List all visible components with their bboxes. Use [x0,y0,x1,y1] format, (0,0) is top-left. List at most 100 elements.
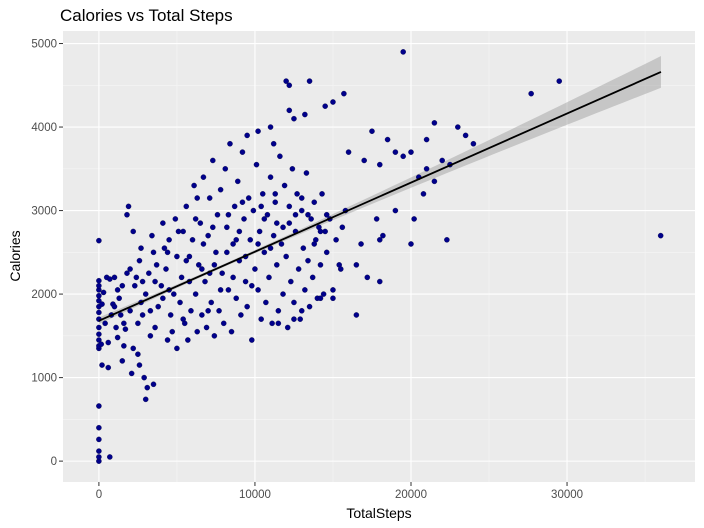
data-point [186,253,193,260]
data-point [183,203,190,210]
data-point [139,312,146,318]
data-point [288,278,294,285]
chart-title: Calories vs Total Steps [60,6,233,25]
data-point [330,99,336,105]
data-point [136,362,143,368]
data-point [214,211,221,218]
data-point [124,211,130,218]
data-point [200,174,207,180]
data-point [302,111,308,118]
data-point [231,203,238,210]
data-point [306,303,313,310]
confidence-band-layer [98,56,661,325]
data-point [377,161,383,168]
data-point [194,195,200,201]
data-point [185,337,191,343]
data-point [270,140,277,147]
x-tick-label: 10000 [239,489,271,501]
data-point [323,249,330,256]
data-point [408,149,414,155]
y-axis-title: Calories [7,230,23,281]
data-point [322,228,328,235]
data-point [353,262,360,268]
data-point [96,309,102,316]
data-point [317,295,324,302]
data-point [188,308,194,314]
data-point [213,249,219,256]
data-point [96,403,102,409]
data-point [149,232,155,239]
data-point [300,245,307,251]
data-point [252,266,258,272]
data-point [160,295,166,302]
data-point [142,291,149,297]
data-point [233,295,239,302]
data-point [152,324,158,331]
data-point [205,308,211,314]
data-point [444,237,450,243]
data-point [320,291,327,297]
data-point [128,370,135,377]
data-point [146,270,152,276]
data-point [180,316,186,322]
data-point [133,274,140,281]
data-point [138,245,144,251]
data-point [462,132,469,139]
data-point [130,228,136,235]
data-point [266,274,272,281]
data-point [105,364,112,371]
data-point [283,78,289,84]
data-point [250,207,257,214]
data-point [160,220,166,226]
data-point [121,320,127,327]
data-point [277,153,283,160]
data-point [255,241,261,247]
data-point [364,274,371,281]
data-point [142,396,149,403]
data-point [322,103,328,109]
data-point [423,136,430,143]
data-point [258,316,264,322]
data-point [210,224,216,231]
x-axis-title: TotalSteps [346,505,411,521]
data-point [96,424,102,431]
data-point [294,191,300,197]
data-point [150,249,157,256]
data-point [380,232,386,239]
y-axis-ticks: 0 1000 2000 3000 4000 5000 [31,39,63,468]
data-point [272,191,278,197]
data-point [275,320,282,327]
data-point [203,324,210,331]
data-point [333,237,339,243]
data-point [111,274,118,281]
data-point [274,262,280,268]
data-point [227,140,233,147]
data-point [96,331,102,337]
y-tick-label: 2000 [31,289,57,301]
data-point [369,128,375,134]
x-tick-label: 30000 [551,489,583,501]
data-point [175,228,182,235]
data-point [261,216,268,222]
data-point [267,174,274,180]
data-point [224,249,230,256]
trend-line [98,71,662,322]
data-point [169,328,175,335]
data-point [230,241,236,247]
data-point [361,157,367,164]
data-point [217,287,224,293]
data-point [153,262,160,268]
data-point [339,224,346,231]
y-tick-label: 0 [51,456,57,468]
data-point [455,124,461,130]
data-point [191,182,197,189]
data-point [305,211,311,218]
data-point [180,228,186,235]
data-point [345,149,352,155]
data-point [172,216,179,222]
data-point [245,195,252,201]
data-point [228,328,235,335]
data-point [225,211,232,218]
data-point [164,249,171,256]
data-point [174,253,180,260]
